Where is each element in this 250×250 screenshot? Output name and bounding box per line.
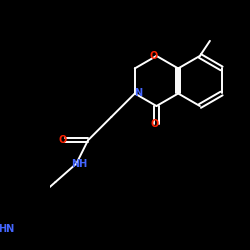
Text: O: O xyxy=(59,135,67,145)
Text: O: O xyxy=(149,51,157,61)
Text: N: N xyxy=(134,88,142,99)
Text: NH: NH xyxy=(72,159,88,169)
Text: O: O xyxy=(151,120,159,130)
Text: HN: HN xyxy=(0,224,14,234)
